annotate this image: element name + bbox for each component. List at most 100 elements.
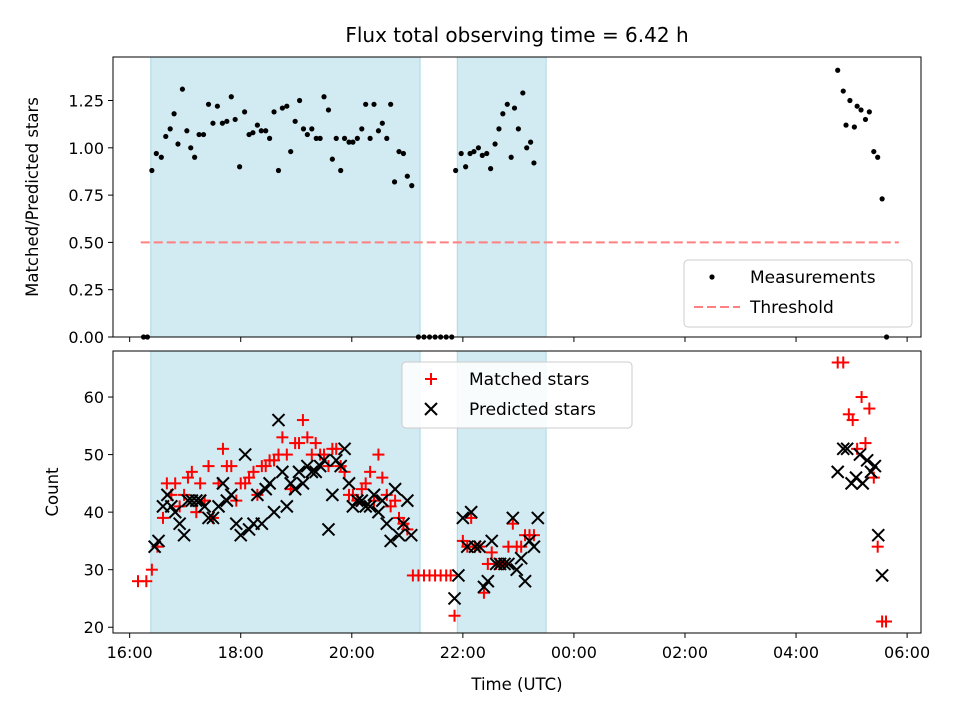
matched-star-point: [448, 609, 461, 622]
measurement-point: [184, 128, 190, 134]
measurement-point: [504, 101, 510, 107]
y-tick-label: 0.75: [68, 186, 104, 205]
predicted-star-point: [510, 562, 524, 577]
matched-star-point: [280, 448, 293, 461]
y-tick-label: 0.50: [68, 233, 104, 252]
x-tick-label: 00:00: [551, 643, 597, 662]
matched-star-point: [444, 569, 457, 582]
matched-star-point: [276, 431, 289, 444]
measurement-point: [391, 179, 398, 185]
measurement-point: [404, 173, 410, 179]
predicted-star-point: [259, 482, 273, 496]
measurement-point: [500, 111, 506, 117]
y-tick-label: 20: [84, 618, 104, 637]
measurement-point: [149, 167, 155, 174]
predicted-star-point: [392, 528, 406, 542]
predicted-star-point: [527, 539, 541, 554]
matched-star-point: [465, 511, 478, 524]
measurement-point: [453, 167, 459, 174]
measurement-point: [214, 103, 221, 109]
measurement-point: [163, 133, 169, 140]
y-tick-label: 50: [84, 446, 104, 465]
shaded-span-1: [150, 56, 421, 338]
count-panel-x-ticks: 16:00 18:00 20:00 22:00 00:00 02:00 04:00 06:00: [107, 633, 930, 662]
measurement-point: [153, 150, 159, 157]
measurement-point: [300, 126, 307, 132]
predicted-star-point: [830, 465, 845, 479]
matched-star-point: [202, 460, 215, 473]
measurement-point: [250, 130, 256, 136]
legend-matched-marker: [425, 373, 437, 385]
predicted-star-point: [305, 465, 319, 479]
measurement-point: [338, 167, 344, 174]
measurement-point: [205, 101, 212, 107]
measurement-point: [246, 131, 252, 138]
measurement-points: [140, 67, 890, 340]
measurement-point: [237, 164, 243, 170]
predicted-star-point: [238, 447, 252, 462]
legend-measurement-marker: [709, 274, 715, 280]
measurement-point: [508, 154, 514, 160]
measurement-point: [396, 148, 402, 155]
predicted-star-point: [871, 528, 885, 542]
measurement-point: [847, 97, 853, 104]
y-tick-label: 0.00: [68, 328, 104, 347]
predicted-star-point: [868, 459, 882, 473]
matched-star-point: [859, 437, 872, 450]
predicted-star-point: [224, 488, 238, 502]
predicted-star-point: [506, 511, 520, 525]
measurement-point: [192, 154, 198, 160]
matched-star-point: [318, 448, 331, 461]
measurement-point: [528, 139, 534, 145]
measurement-point: [242, 109, 248, 115]
predicted-star-point: [464, 505, 478, 519]
predicted-star-point: [367, 488, 381, 502]
predicted-star-point: [472, 539, 487, 554]
predicted-star-point: [371, 505, 386, 519]
predicted-star-point: [288, 482, 302, 496]
matched-star-point: [338, 465, 351, 478]
y-tick-label: 30: [84, 561, 104, 580]
ratio-panel-legend: Measurements Threshold: [683, 259, 913, 328]
ratio-panel-frame: [112, 56, 922, 338]
matched-star-point: [309, 437, 322, 450]
measurement-point: [284, 103, 290, 109]
measurement-point: [871, 148, 877, 155]
matched-star-point: [156, 511, 169, 524]
matched-star-point: [140, 575, 153, 588]
measurement-point: [275, 167, 282, 174]
measurement-point: [325, 107, 332, 113]
predicted-star-point: [177, 528, 191, 542]
measurement-point: [843, 122, 849, 128]
measurement-point: [279, 105, 285, 111]
predicted-star-point: [383, 534, 398, 548]
predicted-star-point: [456, 511, 470, 525]
predicted-star-point: [400, 493, 415, 508]
matched-star-point: [216, 442, 229, 455]
y-tick-label: 0.25: [68, 281, 104, 300]
count-points: [131, 356, 893, 628]
x-axis-label: Time (UTC): [470, 675, 562, 694]
predicted-star-point: [189, 493, 204, 508]
predicted-star-point: [172, 516, 187, 531]
measurement-point: [292, 118, 298, 124]
measurement-point: [854, 103, 860, 109]
measurement-point: [321, 94, 327, 100]
x-tick-label: 02:00: [662, 643, 708, 662]
measurement-point: [267, 135, 273, 141]
predicted-star-point: [350, 493, 365, 508]
ratio-panel-x-ticks: [129, 337, 908, 342]
predicted-star-point: [836, 442, 850, 456]
predicted-star-point: [168, 505, 182, 519]
matched-star-point: [169, 477, 182, 490]
measurement-point: [471, 148, 477, 155]
x-tick-label: 04:00: [773, 643, 819, 662]
predicted-star-point: [151, 534, 166, 548]
predicted-star-point: [363, 499, 377, 514]
y-tick-label: 1.25: [68, 92, 104, 111]
predicted-star-point: [514, 551, 528, 565]
matched-star-point: [871, 540, 884, 553]
ratio-panel-shaded-spans: [150, 56, 547, 338]
predicted-star-point: [275, 465, 290, 479]
matched-star-point: [190, 506, 203, 519]
